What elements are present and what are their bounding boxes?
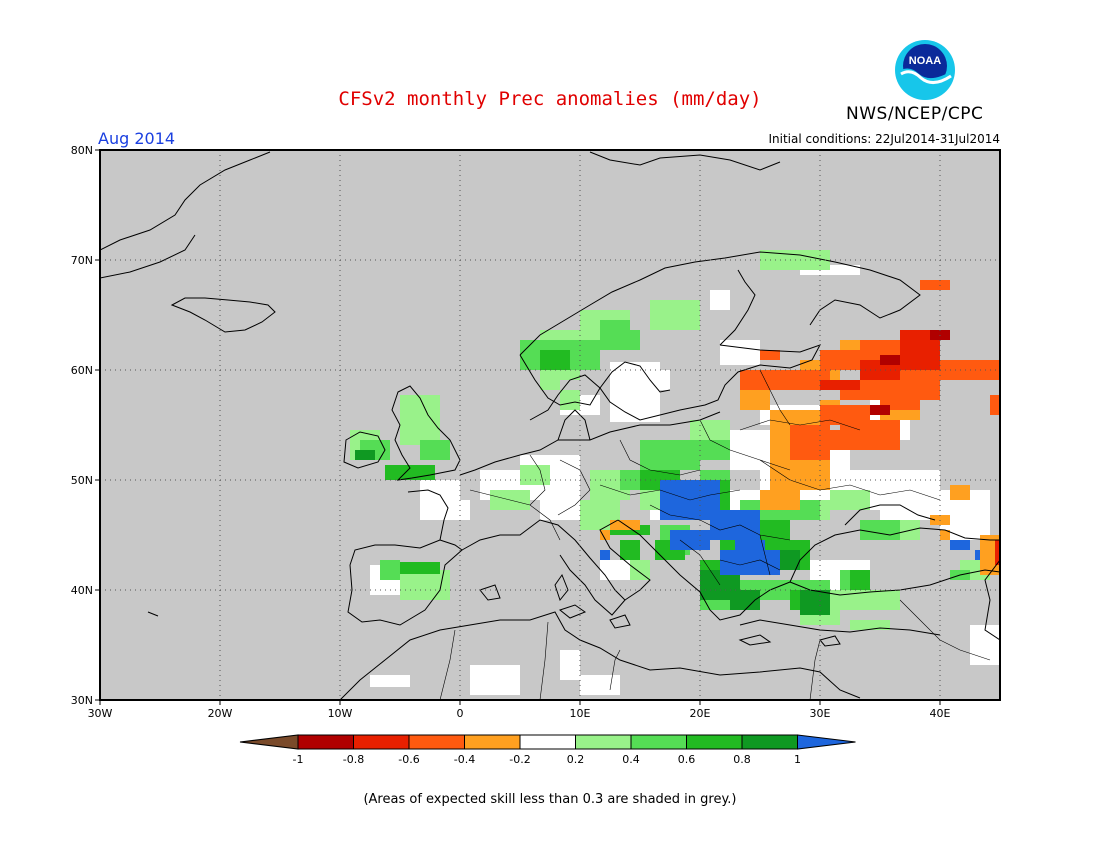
- colorbar-label: 0.8: [733, 753, 751, 766]
- lat-tick-label: 50N: [71, 474, 93, 487]
- lon-tick-label: 10W: [328, 707, 353, 720]
- lon-tick-label: 20W: [208, 707, 233, 720]
- lat-tick-label: 60N: [71, 364, 93, 377]
- skill-footnote: (Areas of expected skill less than 0.3 a…: [363, 792, 737, 807]
- lon-tick-label: 40E: [930, 707, 951, 720]
- svg-text:NOAA: NOAA: [909, 55, 941, 67]
- lon-tick-label: 30E: [810, 707, 831, 720]
- colorbar-label: 0.6: [678, 753, 696, 766]
- colorbar-segment: [741, 734, 798, 750]
- axis-ticks: 30W 20W 10W 0 10E 20E 30E 40E 80N 70N 60N 50N 40N 30N: [71, 144, 951, 720]
- colorbar-segment: [575, 734, 632, 750]
- colorbar-label: -0.8: [343, 753, 364, 766]
- initial-conditions: Initial conditions: 22Jul2014-31Jul2014: [768, 132, 1000, 146]
- colorbar-min-arrow: [239, 734, 299, 750]
- org-label: NWS/NCEP/CPC: [846, 104, 984, 124]
- lat-tick-label: 40N: [71, 584, 93, 597]
- colorbar-segment: [464, 734, 521, 750]
- lat-tick-label: 80N: [71, 144, 93, 157]
- forecast-month: Aug 2014: [98, 129, 176, 148]
- colorbar-label: -0.2: [509, 753, 530, 766]
- lon-tick-label: 0: [457, 707, 464, 720]
- lon-tick-label: 20E: [690, 707, 711, 720]
- colorbar-label: 0.2: [567, 753, 585, 766]
- colorbar-segment: [630, 734, 687, 750]
- noaa-logo: NOAA: [895, 40, 955, 100]
- colorbar-segment: [297, 734, 354, 750]
- precip-anomaly-map: 30W 20W 10W 0 10E 20E 30E 40E 80N 70N 60N 50N 40N 30N: [71, 144, 1001, 720]
- lat-tick-label: 70N: [71, 254, 93, 267]
- colorbar-segment: [353, 734, 410, 750]
- colorbar-segment: [408, 734, 465, 750]
- anomaly-cells: [350, 250, 1000, 695]
- colorbar-segment: [686, 734, 743, 750]
- colorbar-label: 0.4: [622, 753, 640, 766]
- colorbar-label: -0.4: [454, 753, 475, 766]
- map-frame: [99, 149, 1001, 701]
- lon-tick-label: 10E: [570, 707, 591, 720]
- chart-title: CFSv2 monthly Prec anomalies (mm/day): [338, 88, 762, 110]
- lat-tick-label: 30N: [71, 694, 93, 707]
- graticule: [100, 150, 1000, 700]
- colorbar-label: -0.6: [398, 753, 419, 766]
- lon-tick-label: 30W: [88, 707, 113, 720]
- colorbar-label: 1: [794, 753, 801, 766]
- colorbar-max-arrow: [797, 734, 856, 750]
- colorbar-label: -1: [293, 753, 304, 766]
- colorbar-segment: [519, 734, 576, 750]
